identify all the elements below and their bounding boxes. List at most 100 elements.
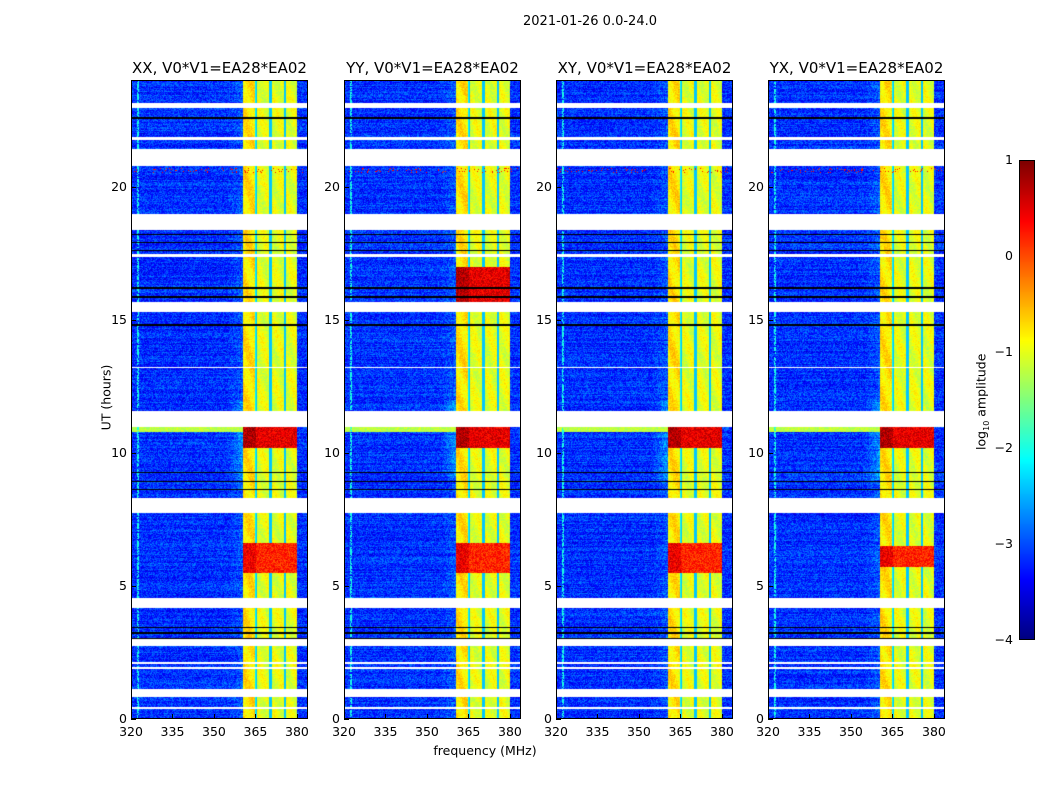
x-tick-mark: [597, 714, 599, 719]
x-tick-label: 380: [285, 724, 309, 739]
y-tick-mark: [556, 319, 561, 321]
colorbar-tick-label: 0: [1005, 248, 1013, 263]
y-tick-mark: [556, 719, 561, 720]
y-tick-mark: [768, 585, 773, 587]
x-tick-mark: [213, 714, 215, 719]
x-axis-label: frequency (MHz): [433, 743, 537, 758]
y-tick-mark: [344, 719, 349, 720]
spectrogram-panel-yy: [344, 80, 521, 719]
spectrogram-panel-xx: [131, 80, 308, 719]
x-tick-label: 350: [415, 724, 439, 739]
x-tick-mark: [809, 714, 811, 719]
x-tick-label: 380: [710, 724, 734, 739]
x-tick-mark: [131, 714, 132, 719]
y-tick-mark: [131, 186, 136, 188]
y-tick-label: 10: [748, 444, 764, 460]
panel-title: YY, V0*V1=EA28*EA02: [346, 59, 519, 77]
y-tick-mark: [556, 452, 561, 454]
y-tick-label: 15: [536, 311, 552, 327]
y-tick-mark: [344, 319, 349, 321]
x-tick-mark: [509, 714, 511, 719]
x-tick-label: 365: [668, 724, 693, 739]
x-tick-label: 350: [202, 724, 226, 739]
x-tick-label: 350: [839, 724, 863, 739]
colorbar-tick-label: −4: [994, 632, 1013, 647]
panel-title: XY, V0*V1=EA28*EA02: [557, 59, 732, 77]
y-tick-label: 0: [544, 711, 552, 726]
y-tick-label: 5: [756, 577, 764, 593]
x-tick-label: 365: [243, 724, 268, 739]
x-tick-mark: [768, 714, 769, 719]
x-tick-label: 335: [160, 724, 185, 739]
panel-title: XX, V0*V1=EA28*EA02: [132, 59, 307, 77]
y-tick-label: 0: [332, 711, 340, 726]
y-tick-mark: [556, 186, 561, 188]
x-tick-mark: [638, 714, 640, 719]
x-tick-mark: [892, 714, 894, 719]
x-tick-mark: [172, 714, 174, 719]
y-axis-label: UT (hours): [98, 364, 114, 431]
y-tick-mark: [768, 452, 773, 454]
y-tick-label: 20: [324, 178, 340, 194]
x-tick-mark: [255, 714, 257, 719]
y-tick-mark: [556, 585, 561, 587]
y-tick-label: 5: [544, 577, 552, 593]
x-tick-label: 380: [922, 724, 946, 739]
y-tick-label: 15: [748, 311, 764, 327]
y-tick-label: 10: [111, 444, 127, 460]
spectrogram-panel-xy: [556, 80, 733, 719]
colorbar-tick-label: −1: [994, 344, 1013, 359]
x-tick-label: 365: [880, 724, 905, 739]
y-tick-label: 20: [111, 178, 127, 194]
y-tick-label: 20: [748, 178, 764, 194]
x-tick-label: 320: [544, 724, 568, 739]
x-tick-mark: [721, 714, 723, 719]
x-tick-mark: [344, 714, 345, 719]
y-tick-label: 15: [324, 311, 340, 327]
y-tick-label: 0: [119, 711, 127, 726]
x-tick-label: 320: [119, 724, 143, 739]
x-tick-mark: [556, 714, 557, 719]
heatmap-image: [769, 81, 944, 718]
x-tick-label: 365: [456, 724, 481, 739]
x-tick-label: 320: [756, 724, 780, 739]
y-tick-label: 10: [536, 444, 552, 460]
x-tick-mark: [468, 714, 470, 719]
y-tick-label: 0: [756, 711, 764, 726]
y-tick-mark: [768, 186, 773, 188]
y-tick-mark: [768, 719, 773, 720]
heatmap-image: [132, 81, 307, 718]
x-tick-mark: [296, 714, 298, 719]
y-tick-mark: [131, 319, 136, 321]
y-tick-mark: [131, 719, 136, 720]
y-tick-label: 5: [119, 577, 127, 593]
y-tick-label: 10: [324, 444, 340, 460]
y-tick-label: 5: [332, 577, 340, 593]
x-tick-mark: [680, 714, 682, 719]
y-tick-mark: [344, 452, 349, 454]
spectrogram-panel-yx: [768, 80, 945, 719]
x-tick-label: 350: [627, 724, 651, 739]
x-tick-mark: [385, 714, 387, 719]
x-tick-label: 320: [332, 724, 356, 739]
x-tick-label: 335: [797, 724, 822, 739]
colorbar-gradient: [1020, 161, 1034, 639]
figure-title: 2021-01-26 0.0-24.0: [523, 14, 657, 29]
y-tick-label: 15: [111, 311, 127, 327]
colorbar-tick-label: −2: [994, 440, 1013, 455]
colorbar-tick-label: 1: [1005, 152, 1013, 167]
x-tick-mark: [850, 714, 852, 719]
x-tick-mark: [933, 714, 935, 719]
panel-title: YX, V0*V1=EA28*EA02: [769, 59, 944, 77]
heatmap-image: [557, 81, 732, 718]
colorbar-tick-label: −3: [994, 536, 1013, 551]
heatmap-image: [345, 81, 520, 718]
y-tick-mark: [768, 319, 773, 321]
y-tick-mark: [131, 452, 136, 454]
y-tick-label: 20: [536, 178, 552, 194]
x-tick-label: 335: [585, 724, 610, 739]
x-tick-label: 380: [498, 724, 522, 739]
y-tick-mark: [344, 585, 349, 587]
x-tick-mark: [426, 714, 428, 719]
